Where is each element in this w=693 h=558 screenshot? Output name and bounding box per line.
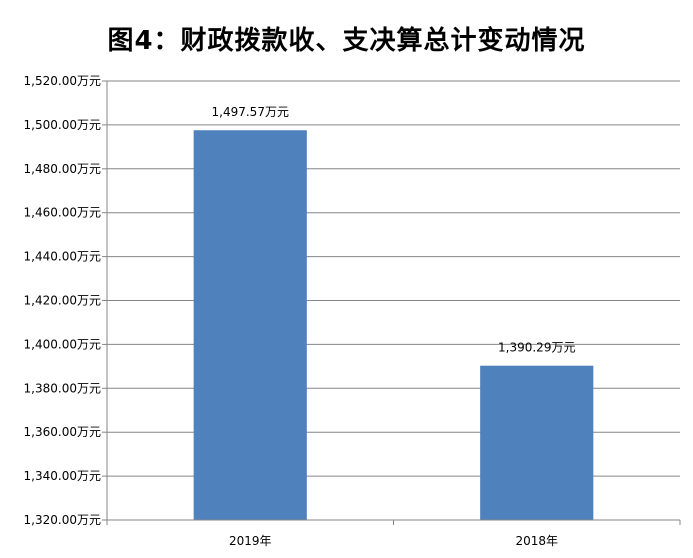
data-label: 1,497.57万元 — [212, 105, 289, 119]
y-tick-label: 1,320.00万元 — [24, 513, 101, 527]
labels: 1,320.00万元 1,340.00万元 1,360.00万元 1,380.00万元… — [24, 74, 576, 548]
x-tick-label: 2019年 — [229, 534, 272, 548]
y-tick-label: 1,340.00万元 — [24, 469, 101, 483]
bar-2019年 — [193, 130, 307, 520]
axes — [102, 80, 681, 525]
bars — [193, 130, 594, 520]
y-tick-label: 1,520.00万元 — [24, 74, 101, 88]
y-tick-label: 1,500.00万元 — [24, 118, 101, 132]
gridlines — [107, 80, 680, 477]
y-tick-label: 1,360.00万元 — [24, 425, 101, 439]
y-tick-label: 1,400.00万元 — [24, 337, 101, 351]
y-tick-label: 1,420.00万元 — [24, 294, 101, 308]
bar-2018年 — [480, 365, 594, 520]
y-tick-label: 1,460.00万元 — [24, 206, 101, 220]
y-tick-label: 1,380.00万元 — [24, 381, 101, 395]
y-tick-label: 1,440.00万元 — [24, 250, 101, 264]
y-tick-label: 1,480.00万元 — [24, 162, 101, 176]
chart-title: 图4：财政拨款收、支决算总计变动情况 — [107, 26, 586, 56]
x-tick-label: 2018年 — [515, 534, 558, 548]
data-label: 1,390.29万元 — [498, 341, 575, 355]
